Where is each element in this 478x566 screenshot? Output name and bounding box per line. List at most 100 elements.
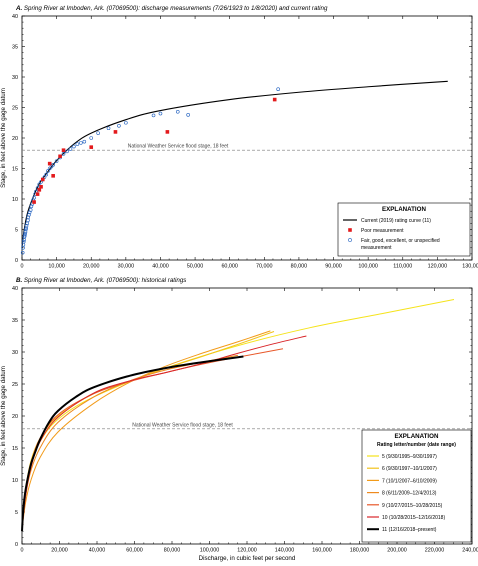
legend-title: EXPLANATION <box>382 206 426 213</box>
y-tick-label: 30 <box>12 75 18 81</box>
fair-measurement-point <box>158 111 163 116</box>
legend-label: 11 (12/16/2018–present) <box>382 527 437 533</box>
fair-measurement-point <box>51 163 55 167</box>
fair-measurement-point <box>65 149 69 154</box>
fair-measurement-point <box>117 124 121 128</box>
rating-series-line <box>21 330 271 530</box>
legend-label: 8 (6/11/2009–12/4/2013) <box>382 491 437 497</box>
x-tick-label: 10,000 <box>48 264 65 270</box>
x-tick-label: 80,000 <box>164 548 181 554</box>
fair-measurement-point <box>186 113 190 117</box>
fair-measurement-point <box>23 230 28 234</box>
y-tick-label: 35 <box>12 318 18 324</box>
y-tick-label: 40 <box>12 286 18 292</box>
legend-title: EXPLANATION <box>395 433 439 440</box>
x-tick-label: 80,000 <box>291 264 308 270</box>
panel-a: A. Spring River at Imboden, Ark. (070695… <box>0 5 478 270</box>
poor-measurement-point <box>165 130 170 134</box>
poor-measurement-point <box>47 161 52 166</box>
x-tick-label: 140,000 <box>275 548 295 554</box>
x-tick-label: 100,000 <box>358 264 378 270</box>
x-tick-label: 240,000 <box>462 548 478 554</box>
fair-measurement-point <box>22 233 27 238</box>
flood-stage-label: National Weather Service flood stage, 18… <box>132 422 233 428</box>
fair-measurement-point <box>82 139 87 144</box>
fair-measurement-point <box>26 218 30 223</box>
y-tick-label: 10 <box>12 478 18 484</box>
fair-measurement-point <box>175 109 180 114</box>
poor-measurement-point <box>32 200 36 204</box>
x-tick-label: 20,000 <box>51 548 68 554</box>
y-tick-label: 5 <box>15 510 18 516</box>
x-tick-label: 90,000 <box>325 264 342 270</box>
x-tick-label: 110,000 <box>393 264 412 270</box>
fair-measurement-point <box>24 224 29 228</box>
fair-measurement-point <box>23 231 27 236</box>
x-tick-label: 100,000 <box>200 548 220 554</box>
y-tick-label: 10 <box>12 197 18 203</box>
legend-label: 7 (10/1/2007–6/10/2009) <box>382 478 437 484</box>
x-tick-label: 40,000 <box>152 264 169 270</box>
y-tick-label: 0 <box>15 258 18 264</box>
y-tick-label: 35 <box>12 45 18 51</box>
x-tick-label: 60,000 <box>126 548 143 554</box>
x-tick-label: 180,000 <box>350 548 370 554</box>
x-tick-label: 0 <box>21 548 24 554</box>
fair-measurement-point <box>46 169 50 173</box>
legend-label: Current (2019) rating curve (11) <box>361 218 431 224</box>
fair-measurement-point <box>61 152 66 156</box>
fair-measurement-point <box>27 213 31 217</box>
fair-measurement-point <box>124 120 128 125</box>
legend-label: 10 (10/28/2015–12/16/2018) <box>382 515 445 521</box>
x-tick-label: 30,000 <box>118 264 135 270</box>
poor-measurement-point <box>51 174 55 178</box>
legend-label: 6 (9/30/1997–10/1/2007) <box>382 466 437 472</box>
panel-b: B. Spring River at Imboden, Ark. (070695… <box>0 277 478 562</box>
rating-curve-line <box>21 80 448 248</box>
fair-measurement-point <box>28 208 33 212</box>
x-tick-label: 0 <box>21 264 24 270</box>
legend: EXPLANATION Current (2019) rating curve (… <box>337 202 471 257</box>
legend-label: Poor measurement <box>361 228 404 234</box>
y-tick-label: 25 <box>12 382 18 388</box>
x-tick-label: 130,000 <box>462 264 478 270</box>
legend-box <box>337 202 471 257</box>
poor-measurement-point <box>89 145 94 149</box>
x-tick-label: 220,000 <box>425 548 445 554</box>
fair-measurement-point <box>54 159 59 163</box>
poor-measurement-point <box>35 192 40 196</box>
legend-circle-swatch <box>348 238 352 242</box>
flood-stage-label: National Weather Service flood stage, 18… <box>128 144 229 150</box>
poor-measurement-point <box>61 148 66 152</box>
chart-title: B. Spring River at Imboden, Ark. (070695… <box>16 277 186 284</box>
y-tick-label: 0 <box>15 542 18 548</box>
fair-measurement-point <box>32 195 36 200</box>
y-tick-label: 15 <box>12 446 18 452</box>
fair-measurement-point <box>106 126 111 131</box>
x-tick-label: 60,000 <box>221 264 238 270</box>
poor-measurement-point <box>272 97 277 102</box>
poor-measurement-point <box>39 185 43 189</box>
y-tick-label: 20 <box>12 136 18 142</box>
legend-label: Fair, good, excellent, or unspecified <box>361 238 440 244</box>
fair-measurement-point <box>72 144 76 149</box>
legend-label: 9 (10/27/2015–10/28/2015) <box>382 503 443 509</box>
x-axis-label: Discharge, in cubic feet per second <box>199 555 296 562</box>
legend-label: 5 (9/30/1995–9/30/1997) <box>382 454 437 460</box>
legend-box <box>361 429 472 543</box>
x-tick-label: 160,000 <box>312 548 332 554</box>
fair-measurement-point <box>21 239 26 244</box>
fair-measurement-point <box>44 172 49 177</box>
y-axis-label: Stage, in feet above the gage datum <box>0 366 7 466</box>
x-tick-label: 70,000 <box>256 264 273 270</box>
y-tick-label: 5 <box>15 228 18 234</box>
y-tick-label: 20 <box>12 414 18 420</box>
fair-measurement-point <box>20 250 25 255</box>
legend-label: measurement <box>361 245 392 251</box>
y-tick-label: 40 <box>12 14 18 20</box>
y-tick-label: 30 <box>12 350 18 356</box>
fair-measurement-point <box>68 147 73 151</box>
rating-series-line <box>21 335 307 530</box>
fair-measurement-point <box>79 141 83 145</box>
